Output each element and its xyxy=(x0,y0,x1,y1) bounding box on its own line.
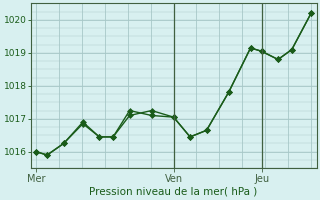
X-axis label: Pression niveau de la mer( hPa ): Pression niveau de la mer( hPa ) xyxy=(90,187,258,197)
